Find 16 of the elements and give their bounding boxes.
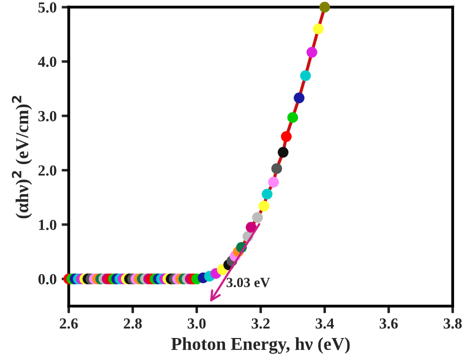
annotation: 3.03 eV bbox=[226, 278, 270, 288]
y-tick-label: 5.0 bbox=[38, 2, 56, 13]
y-tick-label: 3.0 bbox=[38, 111, 56, 122]
x-tick-label: 3.6 bbox=[380, 318, 398, 329]
y-tick-label: 2.0 bbox=[38, 165, 56, 176]
x-tick-label: 2.6 bbox=[60, 318, 78, 329]
x-tick-label: 2.8 bbox=[124, 318, 142, 329]
x-tick-label: 3.2 bbox=[252, 318, 270, 329]
x-tick-label: 3.0 bbox=[188, 318, 206, 329]
x-axis-title: Photon Energy, hν (eV) bbox=[171, 337, 350, 354]
y-tick-label: 4.0 bbox=[38, 56, 56, 68]
y-tick-label: 1.0 bbox=[39, 220, 56, 230]
x-tick-label: 3.4 bbox=[316, 318, 334, 329]
x-tick-label: 3.8 bbox=[444, 318, 462, 329]
y-tick-label: 0.0 bbox=[38, 274, 56, 284]
y-axis-title: (αhν)$^{2}$ (eV/cm)$^{2}$ bbox=[12, 96, 32, 218]
